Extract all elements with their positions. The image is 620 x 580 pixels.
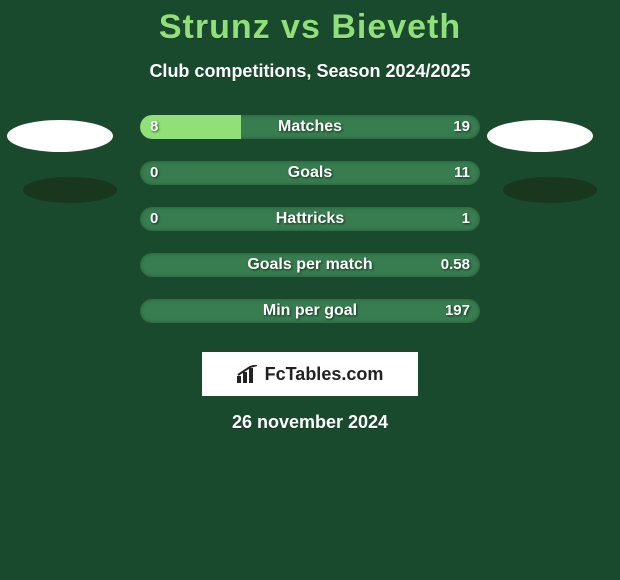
attribution-label: FcTables.com: [265, 364, 384, 385]
stat-value-right: 1: [462, 207, 470, 231]
stat-bar: Goals per match0.58: [140, 253, 480, 277]
stat-label: Hattricks: [140, 207, 480, 231]
stat-row: Hattricks0 1: [0, 196, 620, 242]
page-subtitle: Club competitions, Season 2024/2025: [0, 61, 620, 82]
player-marker-ellipse: [503, 177, 597, 203]
stat-bar: Goals0 11: [140, 161, 480, 185]
chart-icon: [237, 365, 259, 383]
stat-value-right: 11: [454, 161, 470, 185]
stat-row: Goals per match0.58: [0, 242, 620, 288]
stat-value-left: 8: [150, 115, 158, 139]
stat-bar: Matches819: [140, 115, 480, 139]
stat-value-left: 0: [150, 207, 158, 231]
stat-row: Min per goal197: [0, 288, 620, 334]
attribution-text: FcTables.com: [237, 364, 384, 385]
stat-value-right: 0.58: [441, 253, 470, 277]
comparison-infographic: Strunz vs Bieveth Club competitions, Sea…: [0, 0, 620, 580]
stat-value-right: 19: [453, 115, 470, 139]
stat-bar: Hattricks0 1: [140, 207, 480, 231]
stat-label: Min per goal: [140, 299, 480, 323]
page-title: Strunz vs Bieveth: [0, 8, 620, 47]
stat-value-right: 197: [445, 299, 470, 323]
stat-value-left: 0: [150, 161, 158, 185]
player-marker-ellipse: [487, 120, 593, 152]
stat-label: Goals per match: [140, 253, 480, 277]
stat-bar: Min per goal197: [140, 299, 480, 323]
stat-label: Goals: [140, 161, 480, 185]
player-marker-ellipse: [7, 120, 113, 152]
date-label: 26 november 2024: [0, 412, 620, 433]
attribution-badge: FcTables.com: [202, 352, 418, 396]
player-marker-ellipse: [23, 177, 117, 203]
